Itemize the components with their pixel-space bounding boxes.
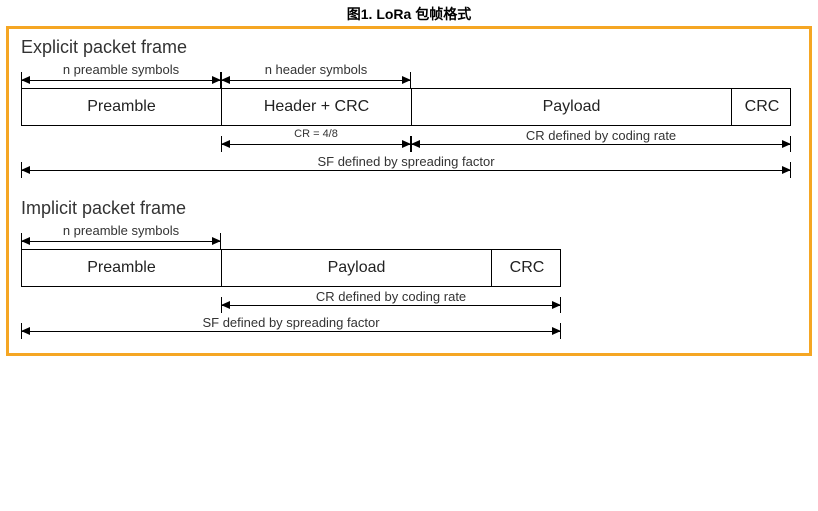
dim-label: n preamble symbols [21,223,221,238]
cell-crc: CRC [492,250,562,286]
explicit-mid-dims: CR = 4/8 CR defined by coding rate [21,126,797,152]
dim-label: SF defined by spreading factor [21,315,561,330]
dim-cr-defined: CR defined by coding rate [221,287,561,313]
explicit-top-dims: n preamble symbols n header symbols [21,62,797,88]
dim-label: CR = 4/8 [221,128,411,140]
cell-payload: Payload [412,89,732,125]
dim-label: CR defined by coding rate [411,128,791,143]
dim-preamble-symbols: n preamble symbols [21,62,221,88]
dim-sf-defined: SF defined by spreading factor [21,313,561,339]
explicit-bottom-dim: SF defined by spreading factor [21,152,797,178]
dim-preamble-symbols: n preamble symbols [21,223,221,249]
implicit-top-dims: n preamble symbols [21,223,797,249]
cell-payload: Payload [222,250,492,286]
dim-header-symbols: n header symbols [221,62,411,88]
figure-caption: 图1. LoRa 包帧格式 [0,0,818,26]
diagram-frame: Explicit packet frame n preamble symbols… [6,26,812,356]
dim-sf-defined: SF defined by spreading factor [21,152,791,178]
implicit-title: Implicit packet frame [21,198,797,219]
dim-label: CR defined by coding rate [221,289,561,304]
cell-crc: CRC [732,89,792,125]
implicit-mid-dim: CR defined by coding rate [21,287,797,313]
implicit-frame-row: Preamble Payload CRC [21,249,561,287]
dim-label: n preamble symbols [21,62,221,77]
explicit-frame-row: Preamble Header + CRC Payload CRC [21,88,791,126]
dim-cr-4-8: CR = 4/8 [221,126,411,152]
cell-header-crc: Header + CRC [222,89,412,125]
dim-label: n header symbols [221,62,411,77]
cell-preamble: Preamble [22,89,222,125]
cell-preamble: Preamble [22,250,222,286]
explicit-title: Explicit packet frame [21,37,797,58]
implicit-bottom-dim: SF defined by spreading factor [21,313,797,339]
dim-cr-defined: CR defined by coding rate [411,126,791,152]
dim-label: SF defined by spreading factor [21,154,791,169]
